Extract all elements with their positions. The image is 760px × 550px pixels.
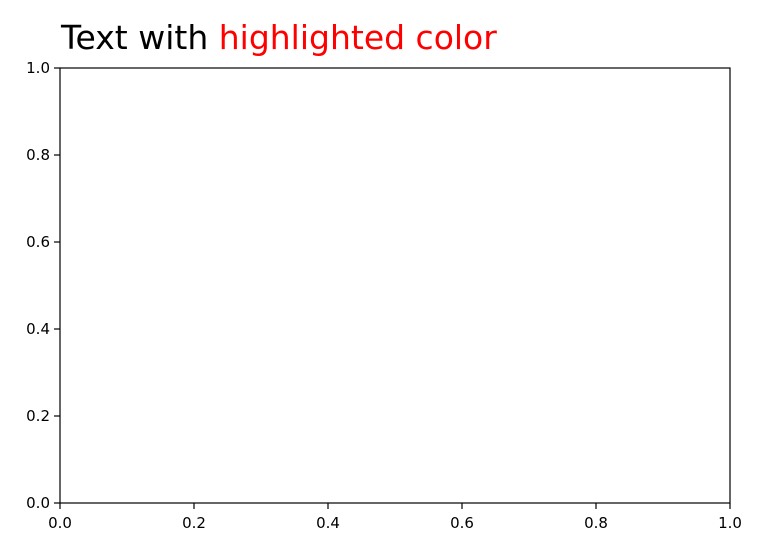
x-tick-label: 1.0 <box>718 514 742 532</box>
x-tick-label: 0.6 <box>450 514 474 532</box>
x-tick-label: 0.4 <box>316 514 340 532</box>
x-tick-label: 0.0 <box>48 514 72 532</box>
chart-title-part-1: highlighted color <box>219 18 498 57</box>
plot-area <box>60 68 730 503</box>
y-tick-label: 0.2 <box>26 407 50 425</box>
y-tick-label: 0.0 <box>26 494 50 512</box>
y-tick-label: 0.4 <box>26 320 50 338</box>
y-tick-label: 0.6 <box>26 233 50 251</box>
x-tick-label: 0.8 <box>584 514 608 532</box>
y-axis: 0.0 0.2 0.4 0.6 0.8 1.0 <box>26 59 60 512</box>
y-tick-label: 1.0 <box>26 59 50 77</box>
chart-title-part-0: Text with <box>60 18 219 57</box>
x-tick-label: 0.2 <box>182 514 206 532</box>
chart-title: Text with highlighted color <box>60 18 497 57</box>
y-tick-label: 0.8 <box>26 146 50 164</box>
plot-frame <box>59 67 731 504</box>
x-axis: 0.0 0.2 0.4 0.6 0.8 1.0 <box>48 503 742 532</box>
